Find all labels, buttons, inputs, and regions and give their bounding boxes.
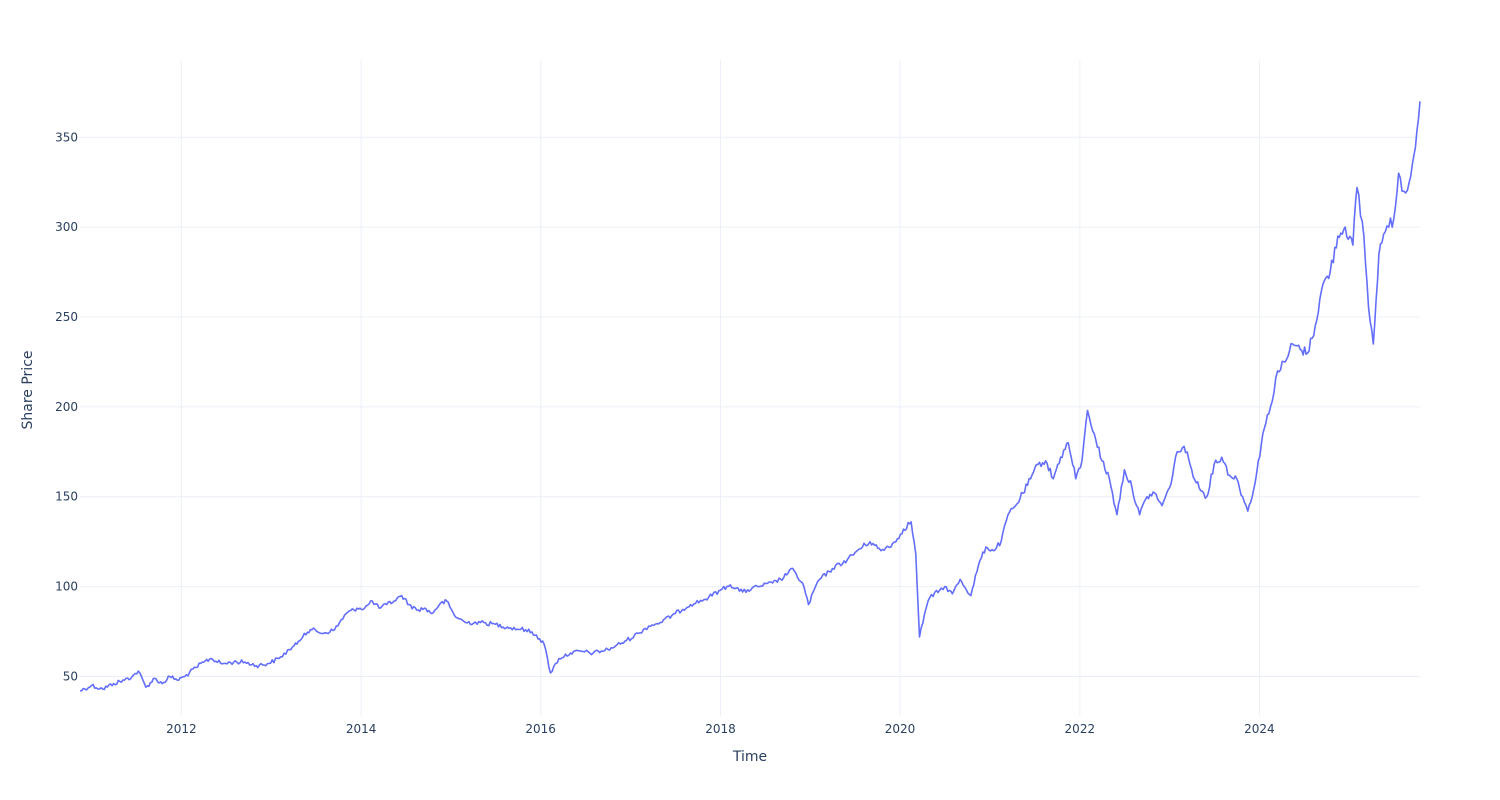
x-tick-label: 2022 (1065, 722, 1096, 736)
x-gridlines (180, 60, 1260, 716)
y-tick-label: 150 (55, 490, 78, 504)
y-gridlines (80, 136, 1420, 677)
y-tick-label: 200 (55, 400, 78, 414)
x-tick-label: 2012 (166, 722, 197, 736)
x-tick-label: 2024 (1244, 722, 1275, 736)
y-tick-label: 50 (63, 669, 78, 683)
x-tick-label: 2016 (525, 722, 556, 736)
x-axis-title: Time (732, 749, 767, 765)
x-tick-label: 2018 (705, 722, 736, 736)
y-tick-label: 300 (55, 220, 78, 234)
y-tick-labels: 50 100 150 200 250 300 350 (55, 130, 78, 683)
y-tick-label: 250 (55, 310, 78, 324)
y-axis-title: Share Price (20, 350, 36, 429)
x-tick-labels: 2012 2014 2016 2018 2020 2022 2024 (166, 722, 1275, 736)
series-group (79, 101, 1421, 692)
y-tick-label: 350 (55, 130, 78, 144)
x-tick-label: 2014 (346, 722, 377, 736)
x-tick-label: 2020 (885, 722, 916, 736)
price-series-line (79, 101, 1421, 692)
y-tick-label: 100 (55, 580, 78, 594)
